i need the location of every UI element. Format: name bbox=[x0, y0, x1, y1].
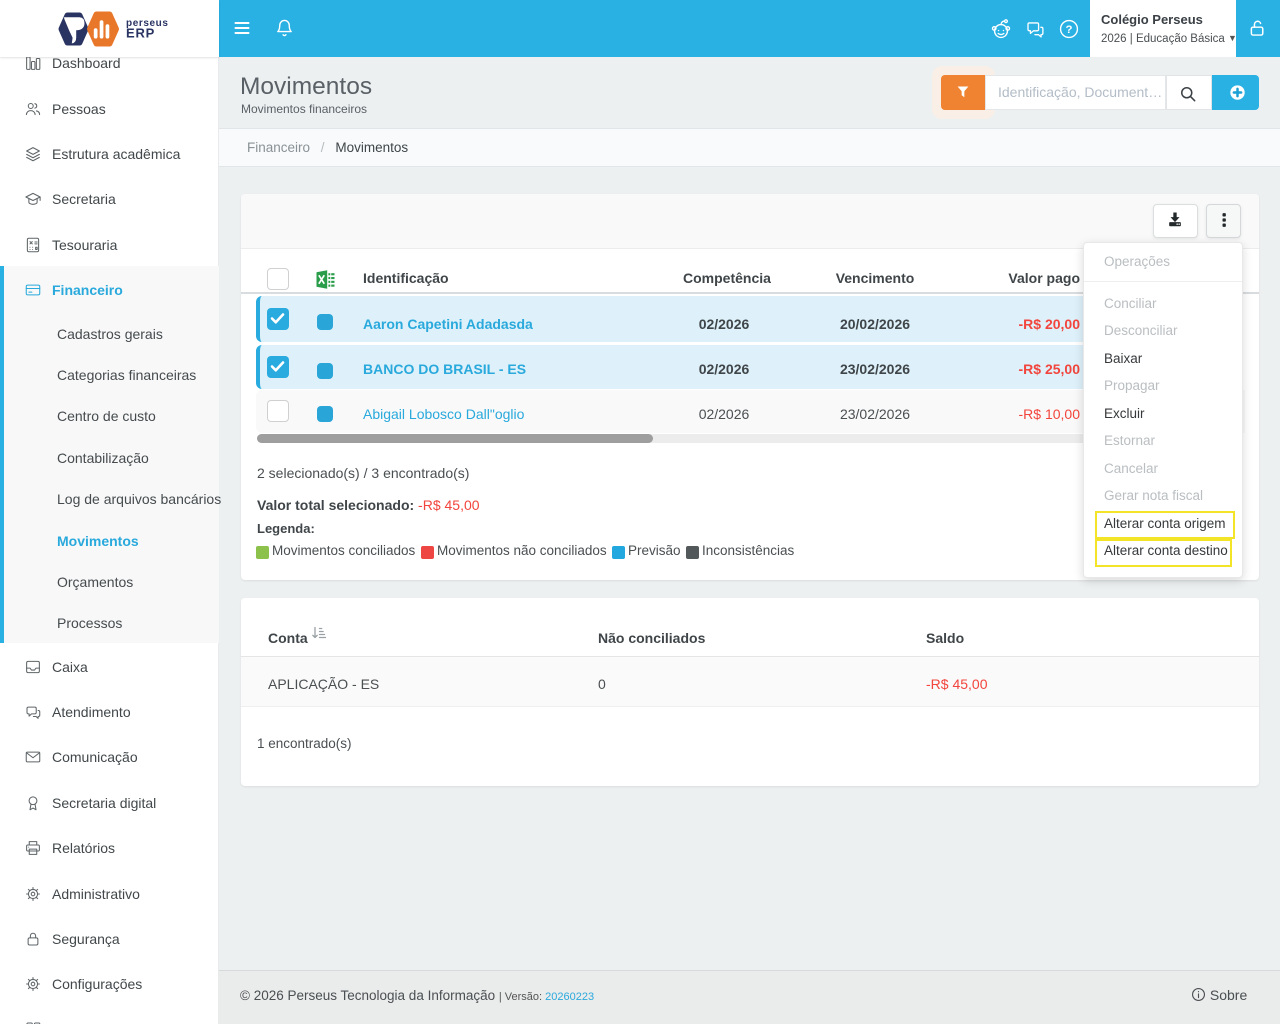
svg-text:perseus: perseus bbox=[126, 18, 169, 29]
svg-text:ERP: ERP bbox=[126, 26, 155, 41]
svg-text:?: ? bbox=[1066, 24, 1073, 36]
